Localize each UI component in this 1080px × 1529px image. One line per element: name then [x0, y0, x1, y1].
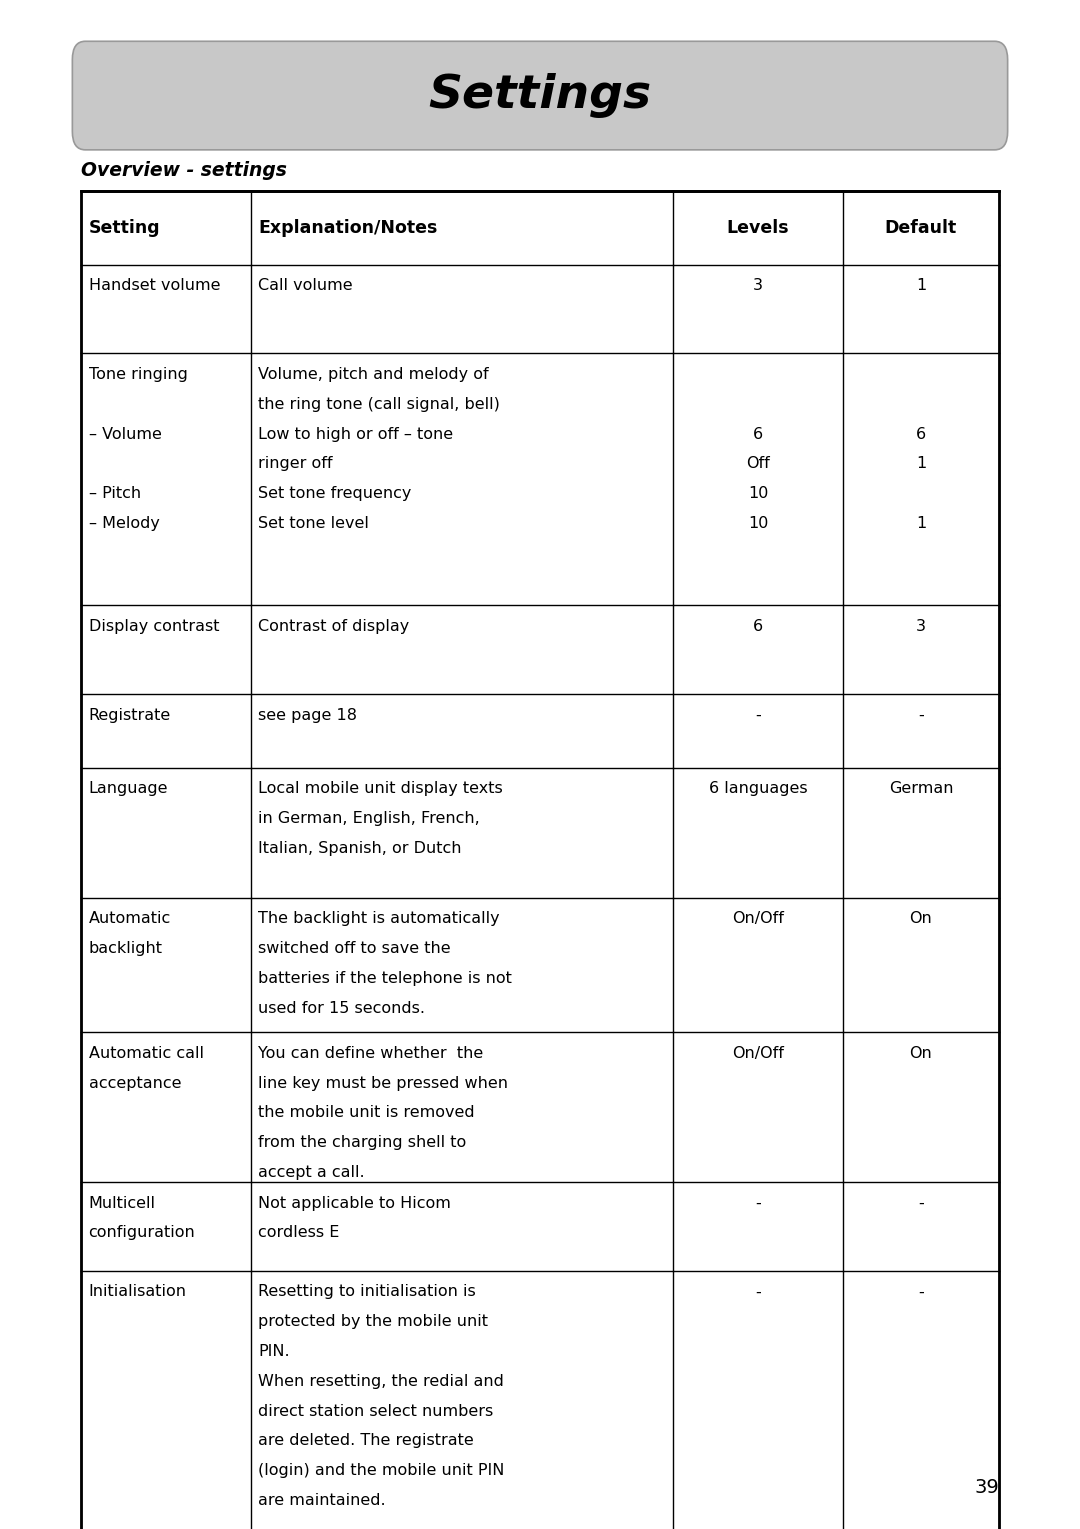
- Text: Italian, Spanish, or Dutch: Italian, Spanish, or Dutch: [258, 841, 462, 856]
- Text: On/Off: On/Off: [732, 1046, 784, 1061]
- Text: Off: Off: [746, 456, 770, 471]
- Text: Volume, pitch and melody of: Volume, pitch and melody of: [258, 367, 489, 382]
- Text: acceptance: acceptance: [89, 1076, 181, 1090]
- Text: direct station select numbers: direct station select numbers: [258, 1404, 494, 1419]
- Text: the mobile unit is removed: the mobile unit is removed: [258, 1105, 475, 1121]
- Text: are maintained.: are maintained.: [258, 1494, 386, 1508]
- Text: used for 15 seconds.: used for 15 seconds.: [258, 1001, 426, 1015]
- Bar: [81, 191, 999, 1529]
- Text: Set tone level: Set tone level: [258, 517, 369, 531]
- Text: the ring tone (call signal, bell): the ring tone (call signal, bell): [258, 398, 500, 411]
- Text: German: German: [889, 781, 954, 797]
- Text: in German, English, French,: in German, English, French,: [258, 812, 481, 826]
- Text: Multicell: Multicell: [89, 1196, 156, 1211]
- Text: Automatic: Automatic: [89, 911, 171, 927]
- Text: 6: 6: [753, 427, 764, 442]
- Text: switched off to save the: switched off to save the: [258, 942, 451, 956]
- Text: – Volume: – Volume: [89, 427, 161, 442]
- Text: ringer off: ringer off: [258, 456, 333, 471]
- Text: – Pitch: – Pitch: [89, 486, 140, 502]
- Text: 1: 1: [916, 517, 926, 531]
- Text: Automatic call: Automatic call: [89, 1046, 203, 1061]
- Text: Local mobile unit display texts: Local mobile unit display texts: [258, 781, 503, 797]
- Text: backlight: backlight: [89, 942, 163, 956]
- Text: line key must be pressed when: line key must be pressed when: [258, 1076, 509, 1090]
- Text: cordless E: cordless E: [258, 1226, 340, 1240]
- Text: Explanation/Notes: Explanation/Notes: [258, 219, 437, 237]
- Text: You can define whether  the: You can define whether the: [258, 1046, 484, 1061]
- Text: Setting: Setting: [89, 219, 160, 237]
- Text: Not applicable to Hicom: Not applicable to Hicom: [258, 1196, 451, 1211]
- Text: Contrast of display: Contrast of display: [258, 619, 409, 635]
- Text: -: -: [755, 1196, 761, 1211]
- Text: 1: 1: [916, 456, 926, 471]
- Text: When resetting, the redial and: When resetting, the redial and: [258, 1375, 504, 1388]
- Text: batteries if the telephone is not: batteries if the telephone is not: [258, 971, 512, 986]
- Text: protected by the mobile unit: protected by the mobile unit: [258, 1315, 488, 1329]
- Text: 3: 3: [753, 278, 764, 294]
- Text: Overview - settings: Overview - settings: [81, 161, 287, 179]
- Text: Levels: Levels: [727, 219, 789, 237]
- Text: On/Off: On/Off: [732, 911, 784, 927]
- Text: 6: 6: [753, 619, 764, 635]
- Text: 10: 10: [747, 486, 768, 502]
- Text: 39: 39: [974, 1479, 999, 1497]
- Text: -: -: [918, 1284, 923, 1300]
- Text: -: -: [755, 1284, 761, 1300]
- Text: -: -: [755, 708, 761, 723]
- Text: 3: 3: [916, 619, 926, 635]
- Text: accept a call.: accept a call.: [258, 1165, 365, 1180]
- Text: configuration: configuration: [89, 1226, 195, 1240]
- FancyBboxPatch shape: [72, 41, 1008, 150]
- Text: PIN.: PIN.: [258, 1344, 291, 1359]
- Text: -: -: [918, 708, 923, 723]
- Text: Tone ringing: Tone ringing: [89, 367, 188, 382]
- Text: Registrate: Registrate: [89, 708, 171, 723]
- Text: see page 18: see page 18: [258, 708, 357, 723]
- Text: Handset volume: Handset volume: [89, 278, 220, 294]
- Text: are deleted. The registrate: are deleted. The registrate: [258, 1434, 474, 1448]
- Text: Initialisation: Initialisation: [89, 1284, 187, 1300]
- Text: Settings: Settings: [429, 73, 651, 118]
- Text: Language: Language: [89, 781, 168, 797]
- Text: 6: 6: [916, 427, 926, 442]
- Text: 6 languages: 6 languages: [708, 781, 808, 797]
- Text: 1: 1: [916, 278, 926, 294]
- Text: Call volume: Call volume: [258, 278, 353, 294]
- Text: The backlight is automatically: The backlight is automatically: [258, 911, 500, 927]
- Text: – Melody: – Melody: [89, 517, 160, 531]
- Text: On: On: [909, 911, 932, 927]
- Text: 10: 10: [747, 517, 768, 531]
- Text: On: On: [909, 1046, 932, 1061]
- Text: Resetting to initialisation is: Resetting to initialisation is: [258, 1284, 476, 1300]
- Text: Low to high or off – tone: Low to high or off – tone: [258, 427, 454, 442]
- Text: Display contrast: Display contrast: [89, 619, 219, 635]
- Text: -: -: [918, 1196, 923, 1211]
- Text: from the charging shell to: from the charging shell to: [258, 1136, 467, 1150]
- Text: (login) and the mobile unit PIN: (login) and the mobile unit PIN: [258, 1463, 504, 1479]
- Text: Default: Default: [885, 219, 957, 237]
- Text: Set tone frequency: Set tone frequency: [258, 486, 411, 502]
